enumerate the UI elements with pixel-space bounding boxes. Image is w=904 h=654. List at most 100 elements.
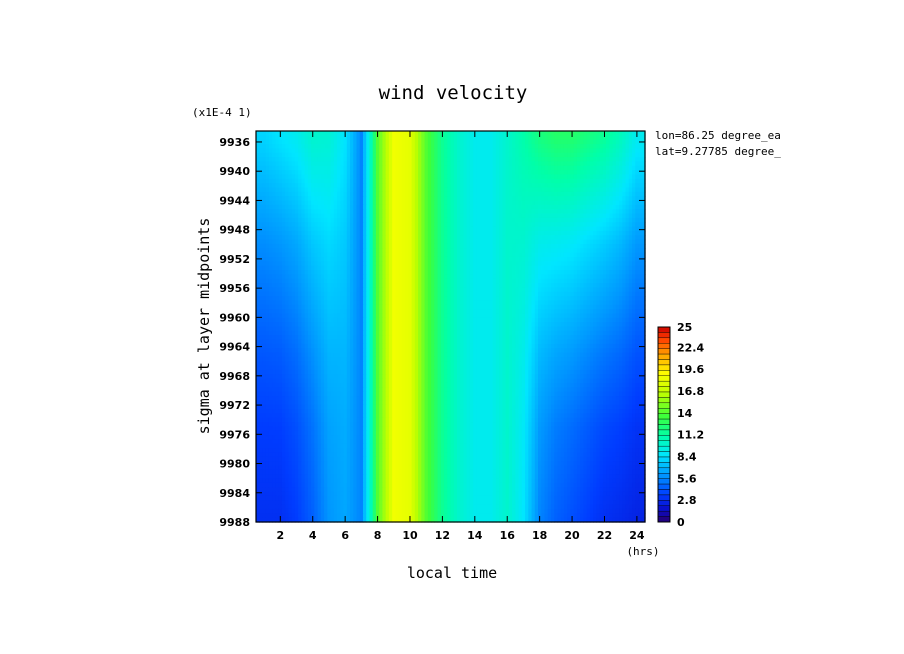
heatmap-cell [528,165,533,171]
heatmap-cell [259,152,264,158]
heatmap-cell [259,148,264,154]
heatmap-cell [424,178,429,184]
heatmap-cell [534,183,539,189]
heatmap-cell [356,239,361,245]
heatmap-cell [606,226,610,232]
heatmap-cell [398,239,403,245]
heatmap-cell [424,174,429,180]
heatmap-cell [515,187,520,193]
heatmap-cell [366,213,371,219]
heatmap-cell [421,209,426,215]
heatmap-cell [567,222,572,228]
heatmap-cell [298,139,302,145]
heatmap-cell [268,300,273,306]
heatmap-cell [596,148,601,154]
heatmap-cell [482,148,487,154]
heatmap-cell [340,296,345,302]
heatmap-cell [580,256,585,262]
heatmap-cell [528,152,533,158]
heatmap-cell [346,226,351,232]
heatmap-cell [502,287,507,293]
heatmap-cell [447,261,452,267]
heatmap-cell [411,300,416,306]
heatmap-cell [424,131,429,136]
heatmap-cell [265,178,270,184]
heatmap-cell [609,213,614,219]
heatmap-cell [320,131,325,136]
heatmap-cell [401,209,406,215]
heatmap-cell [453,252,458,258]
heatmap-cell [469,270,474,275]
heatmap-cell [392,222,396,228]
heatmap-cell [307,287,312,293]
heatmap-cell [596,183,601,189]
heatmap-cell [262,300,267,306]
heatmap-cell [327,243,332,249]
heatmap-cell [466,196,471,202]
heatmap-cell [431,283,435,288]
heatmap-cell [479,226,484,232]
heatmap-cell [541,196,546,202]
heatmap-cell [641,226,646,232]
heatmap-cell [411,178,416,184]
heatmap-cell [353,296,358,302]
heatmap-cell [502,252,507,258]
heatmap-cell [528,278,533,284]
heatmap-cell [489,222,494,228]
heatmap-cell [518,291,523,297]
heatmap-cell [550,270,555,275]
heatmap-cell [573,239,578,245]
heatmap-cell [466,270,471,275]
heatmap-cell [628,265,633,271]
heatmap-cell [586,139,591,145]
heatmap-cell [447,226,452,232]
heatmap-cell [427,178,432,184]
heatmap-cell [625,230,630,236]
heatmap-cell [285,187,290,193]
heatmap-cell [557,209,562,215]
heatmap-cell [486,178,490,184]
heatmap-cell [434,230,439,236]
heatmap-cell [272,278,277,284]
heatmap-cell [278,256,283,262]
heatmap-cell [495,230,500,236]
heatmap-cell [512,217,516,223]
heatmap-cell [408,291,413,297]
heatmap-cell [350,139,354,145]
heatmap-cell [362,157,367,163]
heatmap-cell [350,287,354,293]
heatmap-cell [599,204,604,210]
heatmap-cell [434,248,439,254]
heatmap-cell [576,287,581,293]
heatmap-cell [528,191,533,197]
heatmap-cell [547,152,552,158]
heatmap-cell [563,178,568,184]
heatmap-cell [460,161,465,167]
heatmap-cell [460,226,465,232]
heatmap-cell [580,187,585,193]
heatmap-cell [619,144,623,149]
heatmap-cell [544,265,549,271]
heatmap-cell [482,187,487,193]
heatmap-cell [288,139,293,145]
heatmap-cell [259,239,264,245]
heatmap-cell [518,170,523,176]
heatmap-cell [580,213,585,219]
heatmap-cell [460,230,465,236]
heatmap-cell [395,191,400,197]
heatmap-cell [278,291,283,297]
heatmap-cell [314,283,319,288]
heatmap-cell [330,300,335,306]
heatmap-cell [304,187,309,193]
heatmap-cell [382,135,387,141]
heatmap-cell [486,243,490,249]
heatmap-cell [606,187,610,193]
heatmap-cell [619,196,623,202]
heatmap-cell [256,204,260,210]
heatmap-cell [437,230,442,236]
heatmap-cell [492,265,497,271]
heatmap-cell [301,265,306,271]
heatmap-cell [450,287,455,293]
heatmap-cell [272,235,277,241]
heatmap-cell [285,248,290,254]
